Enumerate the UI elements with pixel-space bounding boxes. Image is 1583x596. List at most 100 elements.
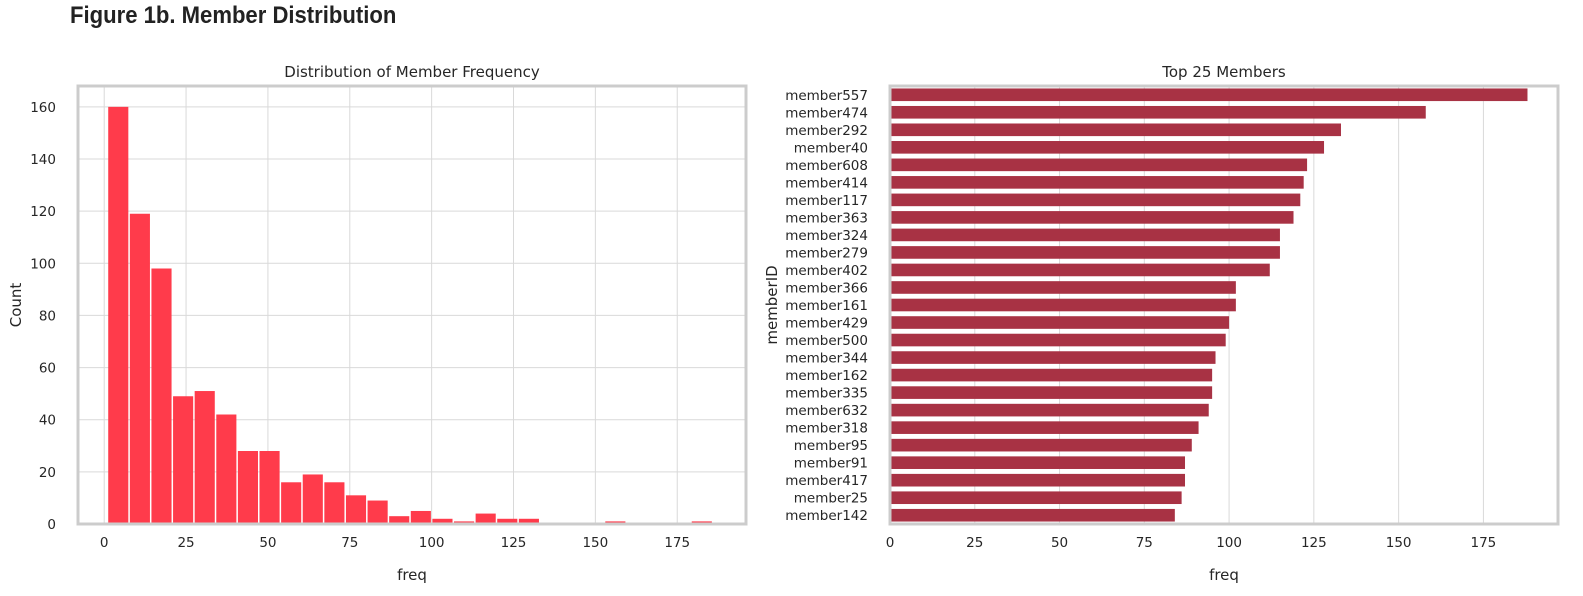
top-members-category-label: member292 xyxy=(785,123,868,139)
histogram-bar xyxy=(518,518,539,524)
top-members-category-label: member142 xyxy=(785,508,868,524)
histogram-y-tick-label: 140 xyxy=(30,152,56,168)
top-members-bar xyxy=(890,158,1308,172)
histogram-x-tick-label: 50 xyxy=(259,535,276,551)
top-members-bar xyxy=(890,246,1280,259)
top-members-bar xyxy=(890,105,1426,119)
top-members-bar xyxy=(890,88,1528,102)
top-members-x-tick-label: 50 xyxy=(1051,535,1068,551)
top-members-category-label: member608 xyxy=(785,158,868,174)
top-members-category-label: member117 xyxy=(785,193,868,209)
top-members-panel: 0 25 50 75 100 125 150 175 member557member474me… xyxy=(763,63,1560,584)
top-members-bar xyxy=(890,228,1280,242)
top-members-category-label: member474 xyxy=(785,105,868,121)
histogram-bar xyxy=(194,391,215,524)
histogram-bar xyxy=(497,518,518,524)
top-members-bar xyxy=(890,403,1209,417)
top-members-bar xyxy=(890,491,1182,505)
top-members-bar xyxy=(890,473,1186,487)
histogram-panel: 0 25 50 75 100 125 150 175 0 20 40 60 80 100 120 140 160… xyxy=(7,63,748,584)
histogram-y-tick-label: 80 xyxy=(39,308,56,324)
top-members-bar xyxy=(890,176,1304,189)
top-members-bar xyxy=(890,193,1301,207)
histogram-bar xyxy=(475,513,496,524)
histogram-frame xyxy=(76,84,748,526)
top-members-category-label: member91 xyxy=(794,456,868,472)
histogram-x-tick-label: 75 xyxy=(341,535,358,551)
top-members-category-label: member557 xyxy=(785,88,868,104)
histogram-bar xyxy=(345,495,367,524)
top-members-category-label: member363 xyxy=(785,210,868,226)
histogram-x-tick-label: 175 xyxy=(664,535,690,551)
histogram-x-tick-label: 150 xyxy=(582,535,608,551)
top-members-x-tick-label: 150 xyxy=(1386,535,1412,551)
histogram-bar xyxy=(410,510,431,524)
top-members-category-label: member344 xyxy=(785,351,868,367)
top-members-category-label: member429 xyxy=(785,316,868,332)
top-members-bar xyxy=(890,368,1213,382)
histogram-x-tick-label: 125 xyxy=(501,535,527,551)
top-members-y-axis-label: memberID xyxy=(763,265,781,344)
histogram-bar xyxy=(432,518,453,524)
top-members-category-label: member40 xyxy=(794,140,868,156)
histogram-title: Distribution of Member Frequency xyxy=(284,63,540,81)
top-members-category-label: member632 xyxy=(785,403,868,419)
histogram-bar xyxy=(259,451,280,524)
top-members-bar xyxy=(890,333,1226,347)
top-members-x-tick-label: 75 xyxy=(1136,535,1153,551)
top-members-bar xyxy=(890,263,1270,277)
top-members-category-label: member279 xyxy=(785,245,868,261)
histogram-y-tick-label: 0 xyxy=(47,517,56,533)
top-members-tick-labels: 0 25 50 75 100 125 150 175 xyxy=(886,535,1497,551)
histogram-y-tick-label: 20 xyxy=(39,465,56,481)
histogram-bar xyxy=(173,396,194,524)
top-members-x-axis-label: freq xyxy=(1209,566,1239,584)
histogram-bar xyxy=(151,268,172,524)
histogram-y-tick-label: 40 xyxy=(39,413,56,429)
top-members-bar xyxy=(890,141,1325,154)
top-members-category-label: member402 xyxy=(785,263,868,279)
histogram-y-tick-label: 120 xyxy=(30,204,56,220)
top-members-bar xyxy=(890,316,1230,329)
histogram-bars xyxy=(108,106,712,524)
top-members-bar xyxy=(890,298,1236,312)
top-members-bars xyxy=(890,88,1528,522)
histogram-bar xyxy=(324,482,345,524)
top-members-category-label: member417 xyxy=(785,473,868,489)
top-members-category-label: member324 xyxy=(785,228,868,244)
figure-title: Figure 1b. Member Distribution xyxy=(70,2,397,29)
top-members-frame xyxy=(888,84,1560,526)
top-members-bar xyxy=(890,456,1186,469)
top-members-x-tick-label: 125 xyxy=(1301,535,1327,551)
histogram-x-tick-label: 25 xyxy=(177,535,194,551)
histogram-bar xyxy=(367,500,388,524)
top-members-category-label: member318 xyxy=(785,421,868,437)
top-members-bar xyxy=(890,211,1294,224)
histogram-bar xyxy=(302,474,323,524)
histogram-y-tick-label: 160 xyxy=(30,100,56,116)
top-members-category-label: member162 xyxy=(785,368,868,384)
top-members-bar xyxy=(890,351,1216,364)
top-members-category-label: member161 xyxy=(785,298,868,314)
top-members-title: Top 25 Members xyxy=(1161,63,1286,81)
histogram-x-axis-label: freq xyxy=(397,566,427,584)
histogram-bar xyxy=(129,213,150,524)
top-members-bar xyxy=(890,386,1213,399)
histogram-bar xyxy=(389,516,410,524)
histogram-tick-labels: 0 25 50 75 100 125 150 175 0 20 40 60 80 100 120 140 160 xyxy=(30,100,690,551)
histogram-bar xyxy=(216,414,237,524)
top-members-bar xyxy=(890,438,1192,452)
top-members-x-tick-label: 175 xyxy=(1471,535,1497,551)
histogram-x-tick-label: 0 xyxy=(100,535,109,551)
histogram-y-tick-label: 100 xyxy=(30,256,56,272)
top-members-bar xyxy=(890,421,1199,434)
top-members-category-label: member366 xyxy=(785,280,868,296)
top-members-bar xyxy=(890,123,1341,137)
top-members-bar xyxy=(890,281,1236,294)
top-members-category-label: member335 xyxy=(785,386,868,402)
top-members-x-tick-label: 25 xyxy=(966,535,983,551)
histogram-bar xyxy=(281,482,302,524)
top-members-x-tick-label: 0 xyxy=(886,535,895,551)
